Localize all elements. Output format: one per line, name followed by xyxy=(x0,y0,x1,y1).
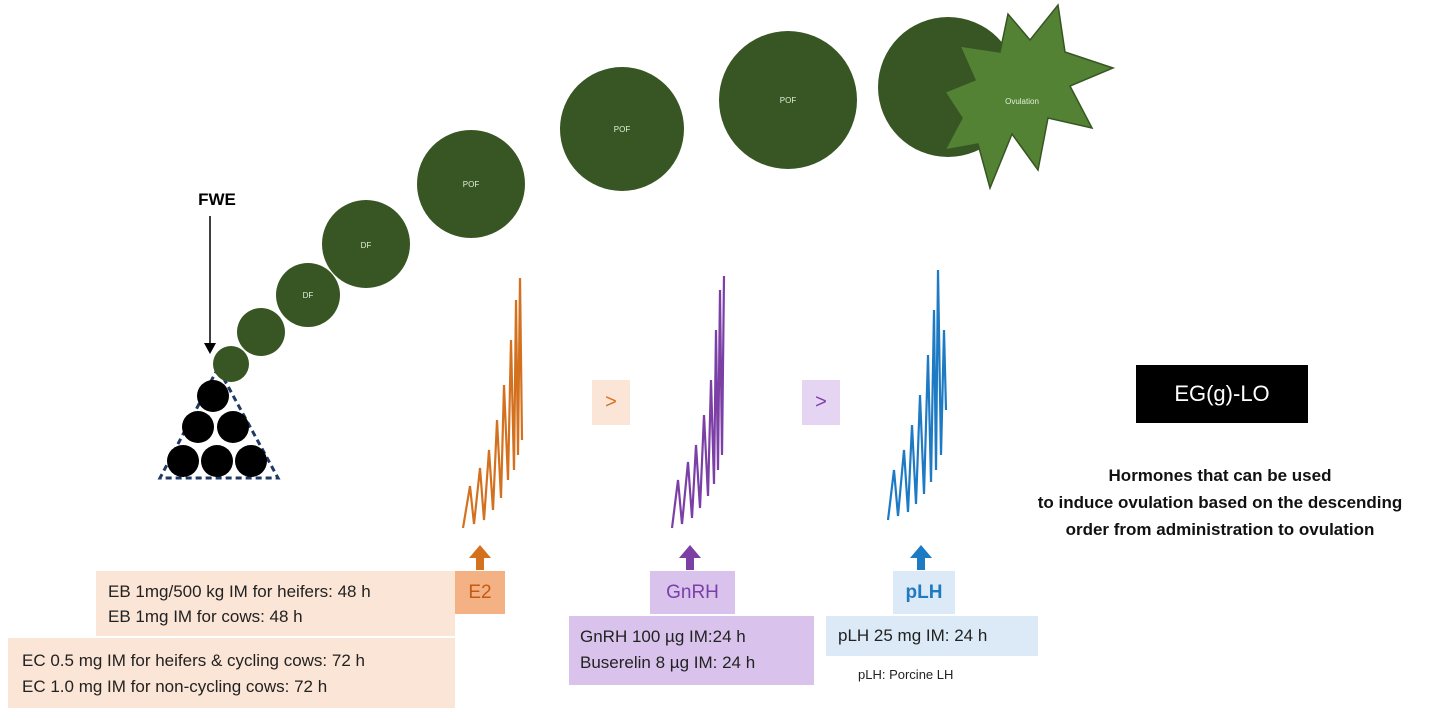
gnrh-dose-line: GnRH 100 µg IM:24 h xyxy=(580,627,746,646)
plh-label-box: pLH xyxy=(893,571,955,614)
caption-line: Hormones that can be used xyxy=(1108,466,1332,485)
pof-label-3: POF xyxy=(780,96,797,105)
e2-up-arrow xyxy=(469,545,491,570)
caption-line: to induce ovulation based on the descend… xyxy=(1037,493,1403,512)
follicle-1 xyxy=(213,346,249,382)
plh-dose-box: pLH 25 mg IM: 24 h xyxy=(826,616,1038,656)
follicle-cohort-triangle xyxy=(157,364,281,480)
df-label-1: DF xyxy=(303,291,314,300)
pof-label-1: POF xyxy=(463,180,480,189)
comparator-symbol: > xyxy=(815,391,827,413)
plh-pulse-wave xyxy=(886,269,948,521)
mnemonic-text: EG(g)-LO xyxy=(1174,381,1270,406)
mnemonic-box: EG(g)-LO xyxy=(1136,365,1308,423)
footnote: pLH: Porcine LH xyxy=(858,667,954,682)
caption: Hormones that can be used to induce ovul… xyxy=(1000,462,1440,543)
plh-label: pLH xyxy=(905,581,943,603)
follicle-df-1 xyxy=(276,263,340,327)
ec-dose-box: EC 0.5 mg IM for heifers & cycling cows:… xyxy=(8,638,455,708)
e2-pulse-wave xyxy=(461,277,524,529)
gnrh-pulse-wave xyxy=(670,275,726,529)
e2-label: E2 xyxy=(468,581,492,603)
plh-dose-line: pLH 25 mg IM: 24 h xyxy=(838,626,988,645)
e2-label-box: E2 xyxy=(455,571,505,614)
gnrh-label-box: GnRH xyxy=(650,571,735,614)
comparator-symbol: > xyxy=(605,391,617,413)
follicle-pof-3 xyxy=(719,31,857,169)
eb-dose-line: EB 1mg IM for cows: 48 h xyxy=(108,607,303,626)
pof-label-2: POF xyxy=(614,125,631,134)
ovulation-label: Ovulation xyxy=(1005,97,1039,106)
follicle-growth-series xyxy=(213,3,1116,382)
ec-dose-line: EC 0.5 mg IM for heifers & cycling cows:… xyxy=(22,651,365,670)
gnrh-up-arrow xyxy=(679,545,701,570)
ovulation-burst xyxy=(943,3,1116,191)
gnrh-dose-line: Buserelin 8 µg IM: 24 h xyxy=(580,653,756,672)
eb-dose-box: EB 1mg/500 kg IM for heifers: 48 h EB 1m… xyxy=(96,571,455,636)
fwe-arrowhead xyxy=(204,343,216,354)
gnrh-label: GnRH xyxy=(666,581,719,603)
follicle-pof-1 xyxy=(417,130,525,238)
plh-up-arrow xyxy=(910,545,932,570)
eb-dose-line: EB 1mg/500 kg IM for heifers: 48 h xyxy=(108,582,371,601)
ec-dose-line: EC 1.0 mg IM for non-cycling cows: 72 h xyxy=(22,677,328,696)
caption-line: order from administration to ovulation xyxy=(1065,520,1375,539)
comparator-gnrh-plh: > xyxy=(802,380,840,425)
follicle-df-2 xyxy=(322,200,410,288)
follicle-2 xyxy=(237,308,285,356)
df-label-2: DF xyxy=(361,241,372,250)
gnrh-dose-box: GnRH 100 µg IM:24 h Buserelin 8 µg IM: 2… xyxy=(569,616,814,685)
follicle-pof-2 xyxy=(560,67,684,191)
comparator-e2-gnrh: > xyxy=(592,380,630,425)
fwe-label: FWE xyxy=(198,190,236,209)
